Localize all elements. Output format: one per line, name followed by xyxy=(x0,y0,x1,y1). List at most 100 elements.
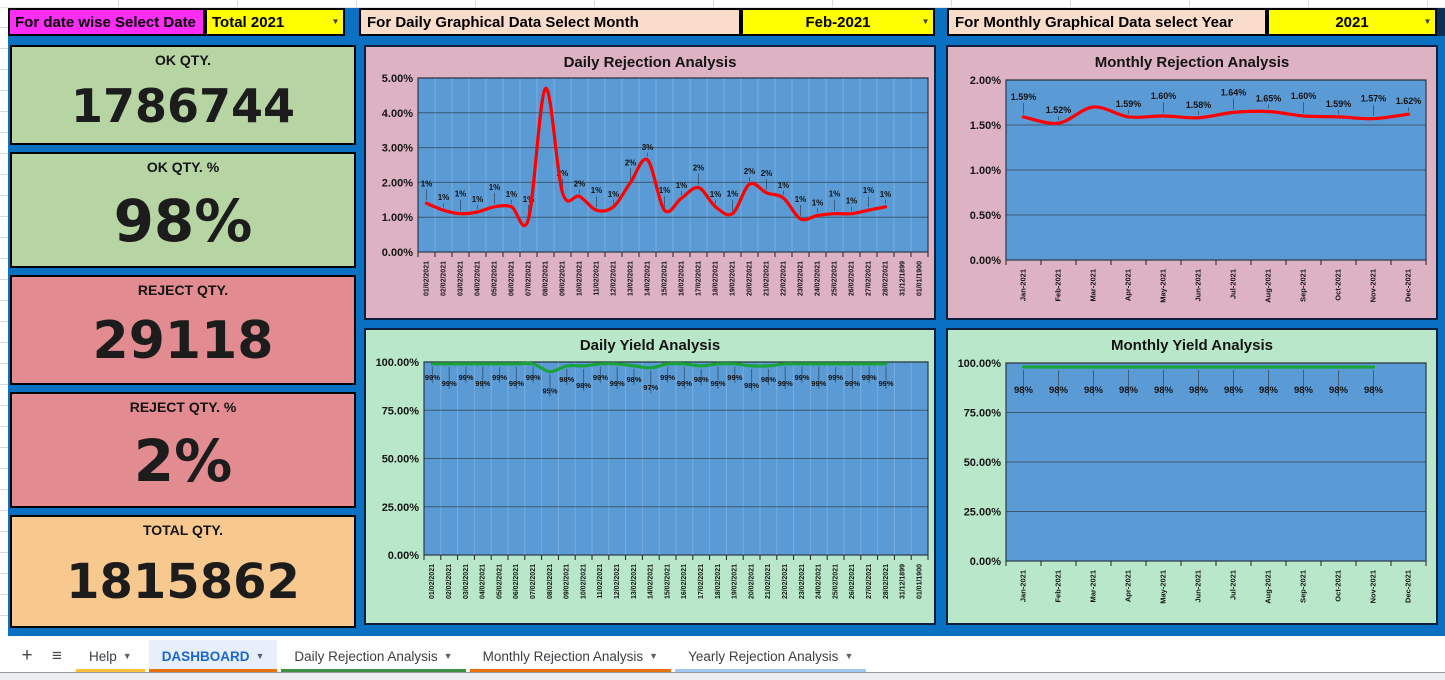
svg-text:15/02/2021: 15/02/2021 xyxy=(661,261,668,296)
date-select-dropdown[interactable]: Total 2021 ▾ xyxy=(205,8,345,36)
svg-text:99%: 99% xyxy=(778,379,793,388)
kpi-value: 1786744 xyxy=(70,78,296,133)
svg-text:08/02/2021: 08/02/2021 xyxy=(547,564,554,599)
svg-text:Jun-2021: Jun-2021 xyxy=(1193,570,1202,603)
svg-text:31/12/1899: 31/12/1899 xyxy=(899,261,906,296)
sheet-tab-yearly-rejection-analysis[interactable]: Yearly Rejection Analysis ▼ xyxy=(675,640,867,672)
chevron-down-icon[interactable]: ▾ xyxy=(1424,16,1430,28)
svg-text:25/02/2021: 25/02/2021 xyxy=(831,261,838,296)
month-select-dropdown[interactable]: Feb-2021 ▾ xyxy=(741,8,935,36)
svg-text:21/02/2021: 21/02/2021 xyxy=(765,564,772,599)
sheet-top-gutter xyxy=(0,0,1445,8)
svg-text:99%: 99% xyxy=(811,379,826,388)
svg-text:Nov-2021: Nov-2021 xyxy=(1368,269,1377,302)
month-select-value: Feb-2021 xyxy=(805,13,871,31)
svg-text:Dec-2021: Dec-2021 xyxy=(1403,570,1412,603)
svg-text:27/02/2021: 27/02/2021 xyxy=(866,564,873,599)
chart-panel-monthly-yield: Monthly Yield Analysis 0.00% 25.00% 50.00% 7… xyxy=(946,328,1438,625)
svg-text:Mar-2021: Mar-2021 xyxy=(1088,269,1097,302)
svg-text:04/02/2021: 04/02/2021 xyxy=(480,564,487,599)
tab-underline xyxy=(76,669,145,672)
tab-underline xyxy=(281,669,466,672)
svg-text:13/02/2021: 13/02/2021 xyxy=(631,564,638,599)
chevron-down-icon[interactable]: ▾ xyxy=(922,16,928,28)
svg-text:1.58%: 1.58% xyxy=(1186,100,1212,110)
svg-text:14/02/2021: 14/02/2021 xyxy=(644,261,651,296)
svg-text:28/02/2021: 28/02/2021 xyxy=(883,564,890,599)
sheet-tab-label: Help xyxy=(89,648,117,664)
tab-menu-arrow-icon[interactable]: ▼ xyxy=(443,651,453,661)
svg-text:03/02/2021: 03/02/2021 xyxy=(457,261,464,296)
tab-underline xyxy=(148,669,278,672)
svg-text:50.00%: 50.00% xyxy=(382,454,420,466)
sheet-tab-help[interactable]: Help ▼ xyxy=(76,640,145,672)
svg-text:08/02/2021: 08/02/2021 xyxy=(542,261,549,296)
all-sheets-menu-button[interactable]: ≡ xyxy=(52,646,62,665)
year-select-dropdown[interactable]: 2021 ▾ xyxy=(1267,8,1437,36)
chart-plot-daily-yield: 0.00% 25.00% 50.00% 75.00% 100.00% 01/02/2021… xyxy=(376,357,929,599)
svg-text:10/02/2021: 10/02/2021 xyxy=(576,261,583,296)
svg-text:98%: 98% xyxy=(1329,385,1349,396)
sheet-tab-daily-rejection-analysis[interactable]: Daily Rejection Analysis ▼ xyxy=(281,640,466,672)
chart-plot-daily-rejection: 0.00% 1.00% 2.00% 3.00% 4.00% 5.00% 01/02/2021… xyxy=(382,73,929,296)
svg-text:Feb-2021: Feb-2021 xyxy=(1053,570,1062,603)
add-sheet-button[interactable]: + xyxy=(21,645,33,666)
svg-text:75.00%: 75.00% xyxy=(964,408,1002,420)
svg-text:1%: 1% xyxy=(778,181,790,190)
svg-text:31/12/1899: 31/12/1899 xyxy=(900,564,907,599)
svg-text:1%: 1% xyxy=(608,190,620,199)
svg-text:2.00%: 2.00% xyxy=(970,75,1001,87)
svg-text:1%: 1% xyxy=(812,198,824,207)
tab-menu-arrow-icon[interactable]: ▼ xyxy=(844,651,854,661)
svg-text:1.00%: 1.00% xyxy=(970,165,1001,177)
svg-text:Oct-2021: Oct-2021 xyxy=(1333,269,1342,301)
svg-text:Jul-2021: Jul-2021 xyxy=(1228,269,1237,299)
svg-text:20/02/2021: 20/02/2021 xyxy=(746,261,753,296)
svg-text:25.00%: 25.00% xyxy=(382,502,420,514)
svg-text:1%: 1% xyxy=(523,195,535,204)
svg-text:99%: 99% xyxy=(828,373,843,382)
svg-text:Dec-2021: Dec-2021 xyxy=(1403,269,1412,302)
sheet-left-gutter xyxy=(0,8,8,636)
svg-text:23/02/2021: 23/02/2021 xyxy=(797,261,804,296)
svg-text:98%: 98% xyxy=(1119,385,1139,396)
tab-underline xyxy=(469,669,672,672)
svg-text:95%: 95% xyxy=(542,387,557,396)
selector-gap xyxy=(935,8,947,36)
svg-text:Oct-2021: Oct-2021 xyxy=(1333,570,1342,602)
svg-text:24/02/2021: 24/02/2021 xyxy=(814,261,821,296)
svg-text:1%: 1% xyxy=(846,197,858,206)
sheet-tab-bar: + ≡ Help ▼ DASHBOARD ▼ Daily Rejection Analy… xyxy=(0,640,1445,672)
svg-text:99%: 99% xyxy=(727,373,742,382)
svg-text:99%: 99% xyxy=(492,373,507,382)
chevron-down-icon[interactable]: ▾ xyxy=(332,16,338,28)
svg-text:Nov-2021: Nov-2021 xyxy=(1368,570,1377,603)
svg-text:98%: 98% xyxy=(744,381,759,390)
svg-text:98%: 98% xyxy=(1189,385,1209,396)
kpi-card-ok-qty: OK QTY. 1786744 xyxy=(10,45,356,145)
svg-text:98%: 98% xyxy=(1364,385,1384,396)
svg-text:06/02/2021: 06/02/2021 xyxy=(508,261,515,296)
tab-menu-arrow-icon[interactable]: ▼ xyxy=(255,651,265,661)
svg-text:Sep-2021: Sep-2021 xyxy=(1298,570,1307,603)
tab-menu-arrow-icon[interactable]: ▼ xyxy=(122,651,132,661)
svg-text:05/02/2021: 05/02/2021 xyxy=(496,564,503,599)
sheet-tab-dashboard[interactable]: DASHBOARD ▼ xyxy=(148,640,278,672)
sheet-tab-monthly-rejection-analysis[interactable]: Monthly Rejection Analysis ▼ xyxy=(469,640,672,672)
svg-text:Aug-2021: Aug-2021 xyxy=(1263,570,1272,604)
kpi-title: REJECT QTY. xyxy=(137,282,229,298)
svg-text:100.00%: 100.00% xyxy=(958,358,1002,370)
svg-text:01/02/2021: 01/02/2021 xyxy=(423,261,430,296)
tab-underline xyxy=(675,669,867,672)
svg-text:98%: 98% xyxy=(626,375,641,384)
kpi-value: 2% xyxy=(133,426,233,495)
svg-text:Jan-2021: Jan-2021 xyxy=(1018,269,1027,301)
tab-menu-arrow-icon[interactable]: ▼ xyxy=(649,651,659,661)
svg-text:99%: 99% xyxy=(794,373,809,382)
svg-text:01/02/2021: 01/02/2021 xyxy=(429,564,436,599)
svg-text:99%: 99% xyxy=(677,379,692,388)
svg-text:98%: 98% xyxy=(1154,385,1174,396)
svg-text:21/02/2021: 21/02/2021 xyxy=(763,261,770,296)
chart-title-monthly-rejection: Monthly Rejection Analysis xyxy=(1094,53,1290,71)
